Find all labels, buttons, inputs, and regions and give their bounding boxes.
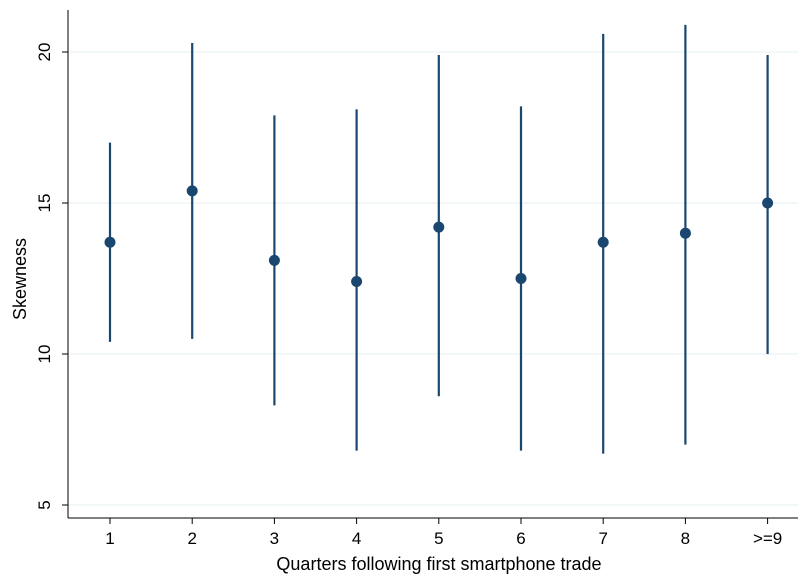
data-point [515,273,527,284]
data-point [104,236,116,248]
y-tick-label: 20 [35,43,54,62]
y-tick-label: 5 [35,500,54,509]
x-tick-label: 1 [105,529,114,548]
data-point [762,197,774,209]
tick-labels: 5 10 15 20 1 2 3 4 5 6 7 8 >=9 [35,43,782,548]
x-tick-label: >=9 [753,529,782,548]
x-axis-title: Quarters following first smartphone trad… [276,554,601,574]
gridlines [68,51,798,506]
y-tick-label: 10 [35,345,54,364]
x-tick-label: 8 [681,529,690,548]
data-point [351,276,363,288]
y-axis-title: Skewness [10,238,30,320]
y-tick-label: 15 [35,194,54,213]
data-marks [104,24,774,454]
data-point [679,227,691,239]
x-tick-label: 6 [516,529,525,548]
x-tick-label: 7 [598,529,607,548]
x-tick-label: 4 [352,529,361,548]
axes [62,10,798,524]
x-tick-label: 2 [187,529,196,548]
data-point [186,185,198,197]
data-point [268,254,280,266]
data-point [597,236,609,248]
data-point [433,221,445,233]
x-tick-label: 3 [270,529,279,548]
x-tick-label: 5 [434,529,443,548]
